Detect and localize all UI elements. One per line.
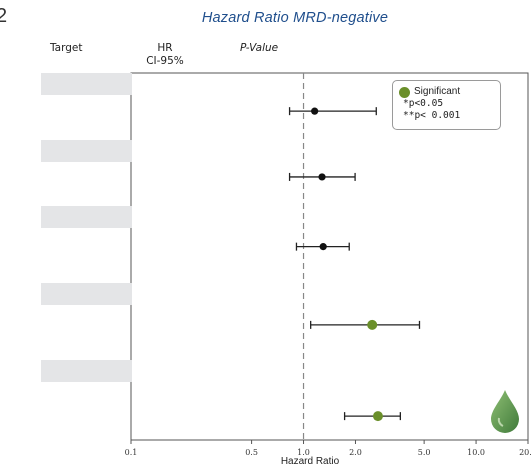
category-band [41, 360, 132, 382]
plot-frame [130, 72, 529, 441]
group-label [0, 207, 21, 287]
category-band [41, 283, 132, 305]
pvalue-header-text: P-Value [240, 42, 279, 54]
hazard-ratio-point [372, 411, 383, 422]
droplet-logo-icon [491, 390, 519, 433]
legend-significant-marker [399, 87, 410, 98]
category-band [41, 73, 132, 95]
x-tick-label: 2.0 [349, 448, 362, 457]
group-label [0, 285, 21, 365]
column-header-ci: CI-95% [146, 55, 184, 67]
column-header-hr: HR [157, 42, 173, 54]
chart-title: Hazard Ratio MRD-negative [201, 10, 389, 26]
panel-letter: 2 [0, 5, 8, 27]
group-label [0, 138, 21, 218]
category-band [41, 140, 132, 162]
legend-title: Significant [414, 86, 461, 97]
group-label [0, 363, 21, 443]
legend-note-p005: *p<0.05 [403, 98, 444, 109]
legend: Significant *p<0.05 **p< 0.001 [392, 80, 501, 130]
hazard-ratio-point [319, 243, 327, 251]
hazard-ratio-point [367, 319, 378, 330]
hazard-ratio-point [318, 173, 326, 181]
column-header-pvalue: P-Value [240, 42, 300, 55]
x-tick-label: 0.1 [125, 448, 138, 457]
category-band [41, 206, 132, 228]
x-tick-label: 10.0 [467, 448, 485, 457]
hazard-ratio-point [311, 107, 319, 115]
x-tick-label: 1.0 [297, 448, 310, 457]
column-header-target: Target [50, 42, 83, 54]
x-tick-label: 0.5 [245, 448, 258, 457]
x-tick-label: 5.0 [418, 448, 431, 457]
x-tick-label: 20.0 [519, 448, 531, 457]
legend-note-p0001: **p< 0.001 [403, 110, 461, 121]
x-axis-label: Hazard Ratio [280, 456, 340, 467]
